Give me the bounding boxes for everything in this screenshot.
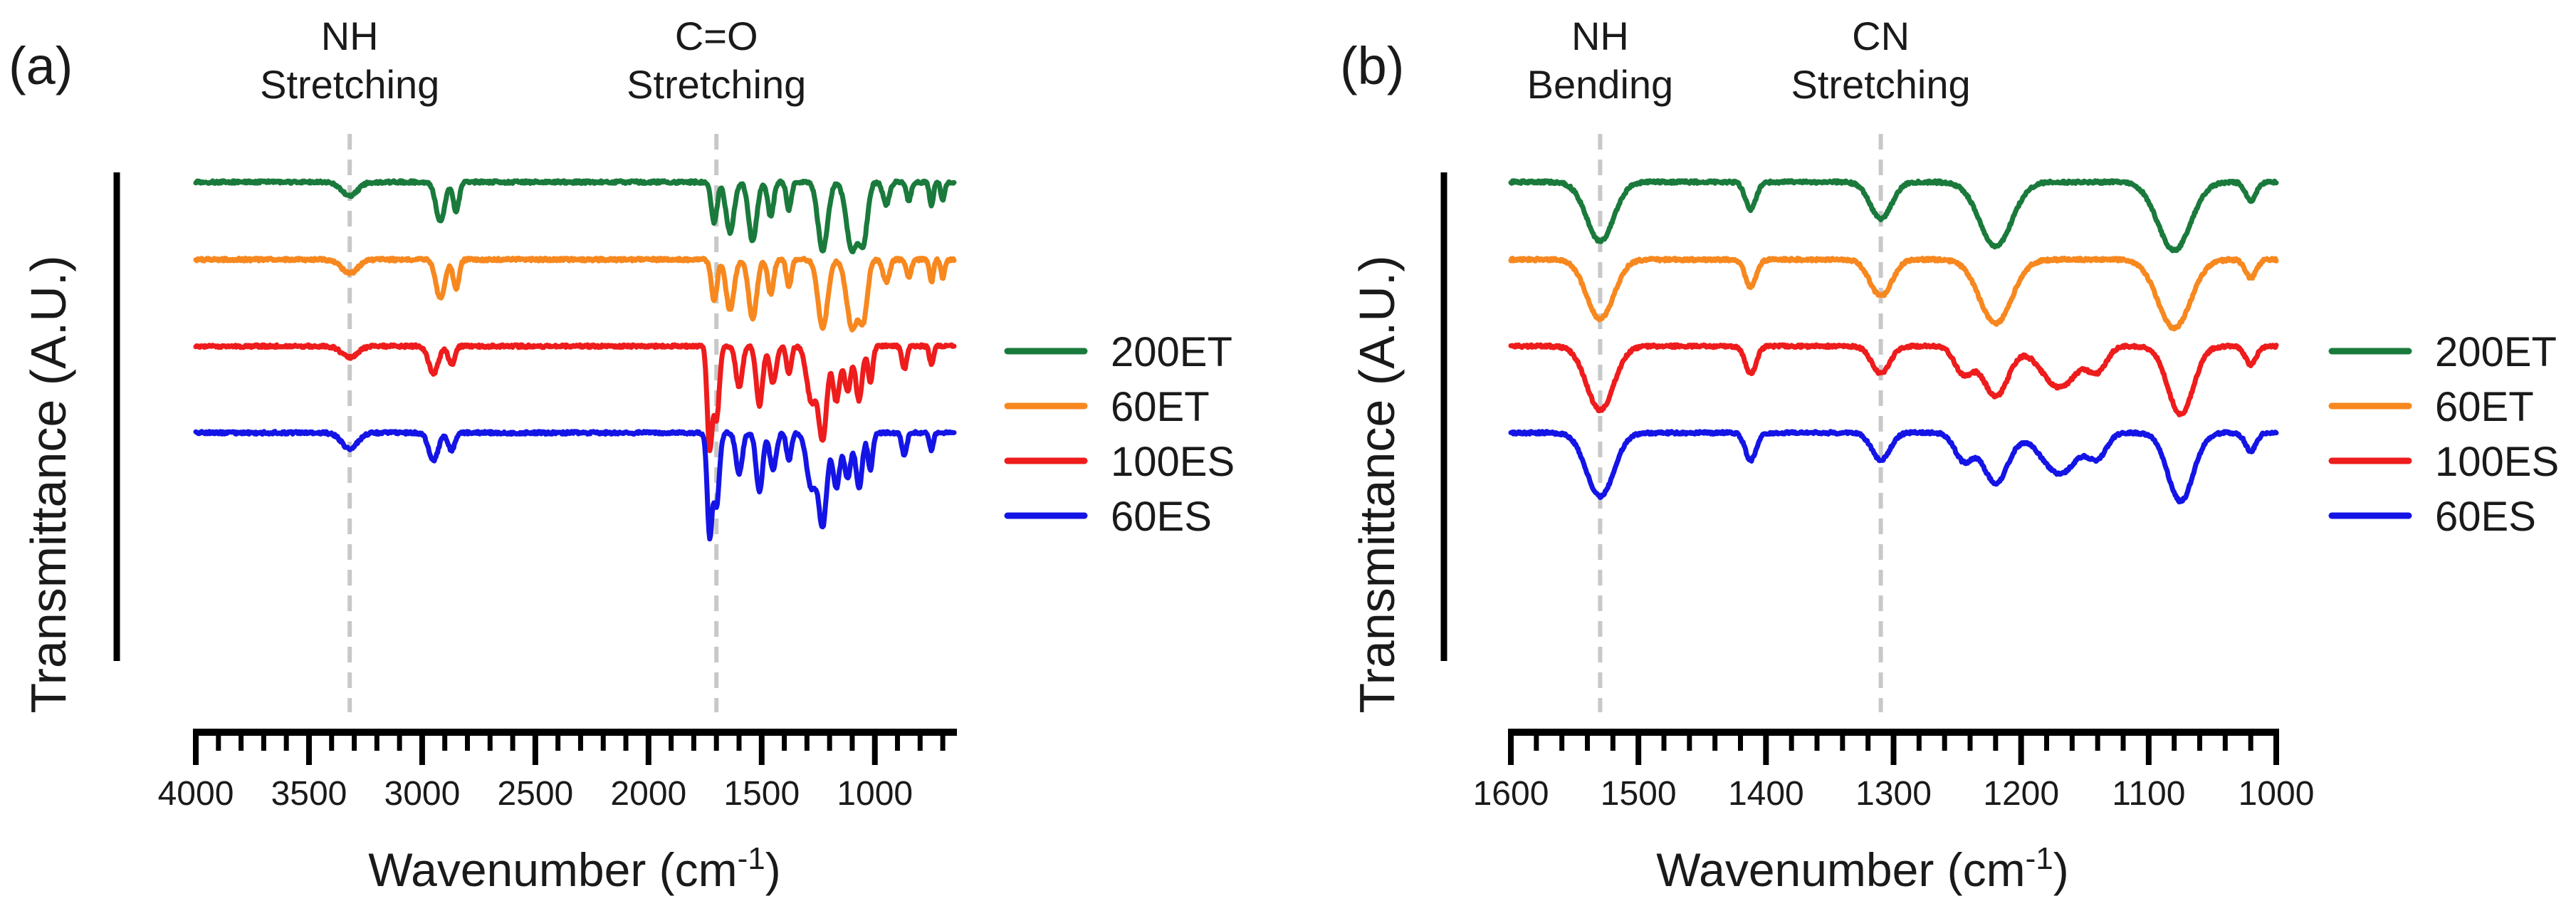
panel-b-legend: 200ET 60ET 100ES 60ES	[2328, 329, 2559, 540]
panel-a-legend-label-60ES: 60ES	[1111, 494, 1212, 540]
panel-a-legend: 200ET 60ET 100ES 60ES	[1004, 329, 1235, 540]
panel-b-x-tick-label: 1100	[2112, 775, 2185, 813]
panel-a-series-100ES	[193, 342, 957, 454]
panel-a-y-axis-label: Transmittance (A.U.)	[21, 255, 76, 713]
panel-b-legend-label-200ET: 200ET	[2435, 329, 2557, 375]
panel-b-series	[1508, 178, 2279, 505]
panel-a-x-tick-label: 3000	[384, 775, 461, 813]
panel-a-legend-label-100ES: 100ES	[1111, 439, 1235, 485]
panel-b-x-tick-label: 1000	[2239, 775, 2315, 813]
panel-a-x-axis-label: Wavenumber (cm-1)	[368, 841, 780, 897]
panel-b-series-60ET	[1508, 256, 2279, 332]
panel-a-legend-label-200ET: 200ET	[1111, 329, 1232, 375]
panel-b-annotation-title-1: CN	[1852, 14, 1910, 58]
panel-b-x-tick-label: 1300	[1855, 775, 1932, 813]
panel-b-annotation-subtitle-1: Stretching	[1791, 62, 1971, 107]
panel-a-annotation-title-0: NH	[321, 14, 379, 58]
panel-a-legend-label-60ET: 60ET	[1111, 384, 1210, 430]
panel-a-x-tick-label: 1500	[723, 775, 800, 813]
panel-b-label: (b)	[1340, 36, 1404, 95]
panel-b-y-axis-label: Transmittance (A.U.)	[1349, 255, 1405, 713]
panel-b-series-100ES	[1508, 342, 2279, 417]
panel-a-x-tick-label: 1000	[837, 775, 913, 813]
panel-a-x-tick-label: 2000	[610, 775, 686, 813]
panel-a-x-tick-label: 4000	[158, 775, 234, 813]
panel-b-series-200ET	[1508, 178, 2279, 254]
panel-a-series-200ET	[193, 178, 957, 254]
panel-b-legend-label-60ET: 60ET	[2435, 384, 2534, 430]
panel-a: (a) Transmittance (A.U.) NHStretchingC=O…	[9, 14, 1235, 896]
panel-b-x-axis-label: Wavenumber (cm-1)	[1656, 841, 2068, 897]
panel-a-series	[193, 178, 957, 542]
panel-a-x-axis: 4000 3500 3000 2500 2000 1500 1000	[158, 729, 957, 813]
panel-b-annotation-subtitle-0: Bending	[1527, 62, 1674, 107]
panel-a-series-60ET	[193, 256, 957, 333]
panel-a-label: (a)	[9, 36, 73, 95]
panel-b-annotation-title-0: NH	[1571, 14, 1629, 58]
panel-b-legend-label-60ES: 60ES	[2435, 494, 2536, 540]
panel-b-x-axis: 1600 1500 1400 1300 1200 1100 1000	[1473, 729, 2315, 813]
panel-a-annotation-title-1: C=O	[675, 14, 758, 58]
panel-b-x-tick-label: 1400	[1728, 775, 1804, 813]
panel-b-x-tick-label: 1200	[1983, 775, 2059, 813]
panel-b-x-tick-label: 1600	[1473, 775, 1549, 813]
panel-a-x-tick-label: 3500	[271, 775, 347, 813]
panel-a-annotation-subtitle-0: Stretching	[260, 62, 439, 107]
panel-a-x-tick-label: 2500	[497, 775, 573, 813]
panel-a-annotation-subtitle-1: Stretching	[627, 62, 806, 107]
panel-b-series-60ES	[1508, 429, 2279, 505]
panel-a-series-60ES	[193, 429, 957, 542]
panel-b-x-tick-label: 1500	[1601, 775, 1677, 813]
panel-b-legend-label-100ES: 100ES	[2435, 439, 2559, 485]
